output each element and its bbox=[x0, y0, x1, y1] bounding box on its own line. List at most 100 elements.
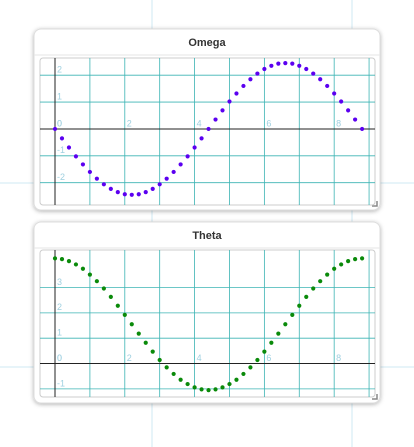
y-tick-label: -1 bbox=[57, 378, 65, 388]
point bbox=[115, 190, 120, 195]
point bbox=[199, 387, 204, 392]
y-tick-label: 2 bbox=[57, 302, 62, 312]
point bbox=[359, 256, 365, 261]
point bbox=[206, 126, 211, 132]
resize-handle bbox=[372, 394, 378, 400]
point bbox=[311, 71, 316, 76]
point bbox=[213, 387, 218, 392]
point bbox=[241, 83, 246, 89]
point bbox=[80, 266, 86, 271]
point bbox=[87, 169, 93, 175]
point bbox=[59, 136, 65, 141]
point bbox=[157, 357, 162, 363]
y-tick-label: -2 bbox=[57, 172, 65, 182]
point bbox=[129, 322, 134, 327]
plot-area bbox=[39, 57, 376, 206]
point bbox=[157, 182, 162, 187]
point bbox=[311, 286, 316, 291]
point bbox=[164, 365, 169, 370]
point bbox=[346, 259, 351, 264]
point bbox=[136, 192, 141, 197]
point bbox=[297, 303, 302, 308]
point bbox=[185, 381, 190, 387]
point bbox=[101, 286, 106, 291]
x-tick-label: 0 bbox=[57, 118, 62, 128]
point bbox=[255, 71, 260, 76]
point bbox=[143, 340, 148, 345]
point bbox=[178, 162, 183, 167]
point bbox=[318, 77, 323, 82]
point bbox=[94, 176, 99, 181]
point bbox=[66, 259, 72, 264]
point bbox=[318, 279, 323, 284]
chart-title: Omega bbox=[188, 37, 226, 49]
point bbox=[304, 66, 309, 72]
point bbox=[234, 91, 239, 96]
point bbox=[122, 312, 127, 317]
point bbox=[262, 66, 267, 72]
y-tick-label: 2 bbox=[57, 65, 62, 75]
point bbox=[143, 190, 148, 195]
point bbox=[73, 154, 79, 159]
point bbox=[171, 169, 176, 175]
point bbox=[108, 186, 113, 191]
x-tick-label: 2 bbox=[127, 353, 132, 363]
point bbox=[332, 91, 337, 96]
point bbox=[178, 377, 183, 382]
point bbox=[359, 126, 365, 132]
point bbox=[66, 145, 72, 150]
point bbox=[80, 162, 86, 167]
point bbox=[290, 61, 295, 66]
point bbox=[290, 312, 295, 317]
point bbox=[297, 63, 302, 68]
point bbox=[346, 108, 351, 113]
point bbox=[248, 77, 253, 82]
point bbox=[206, 388, 211, 393]
point bbox=[248, 365, 253, 370]
point bbox=[353, 117, 358, 122]
y-tick-label: 3 bbox=[57, 277, 62, 287]
point bbox=[192, 385, 197, 390]
point bbox=[122, 192, 127, 197]
point bbox=[339, 99, 344, 104]
plot-area bbox=[39, 249, 376, 398]
point bbox=[269, 63, 274, 68]
x-tick-label: 0 bbox=[57, 353, 62, 363]
point bbox=[262, 349, 267, 354]
x-tick-label: 4 bbox=[197, 118, 202, 128]
point bbox=[164, 176, 169, 181]
y-tick-label: -1 bbox=[57, 145, 65, 155]
point bbox=[283, 322, 288, 327]
point bbox=[108, 294, 113, 299]
point bbox=[332, 266, 337, 271]
x-tick-label: 6 bbox=[266, 118, 271, 128]
point bbox=[171, 371, 176, 377]
point bbox=[213, 117, 218, 122]
point bbox=[136, 331, 141, 336]
y-tick-label: 0 bbox=[57, 353, 62, 363]
point bbox=[87, 272, 93, 277]
x-tick-label: 2 bbox=[127, 118, 132, 128]
point bbox=[115, 303, 120, 308]
resize-handle bbox=[372, 201, 378, 207]
point bbox=[150, 349, 155, 354]
chart-title: Theta bbox=[192, 230, 222, 242]
point bbox=[234, 377, 239, 382]
point bbox=[353, 257, 358, 262]
point bbox=[101, 182, 106, 187]
point bbox=[220, 108, 225, 113]
point bbox=[325, 272, 330, 277]
point bbox=[276, 61, 281, 66]
point bbox=[283, 61, 288, 66]
point bbox=[199, 136, 204, 141]
point bbox=[129, 192, 134, 197]
point bbox=[227, 99, 232, 104]
point bbox=[227, 381, 232, 387]
point bbox=[73, 262, 79, 267]
point bbox=[269, 340, 274, 345]
point bbox=[52, 126, 58, 132]
y-tick-label: 1 bbox=[57, 91, 62, 101]
